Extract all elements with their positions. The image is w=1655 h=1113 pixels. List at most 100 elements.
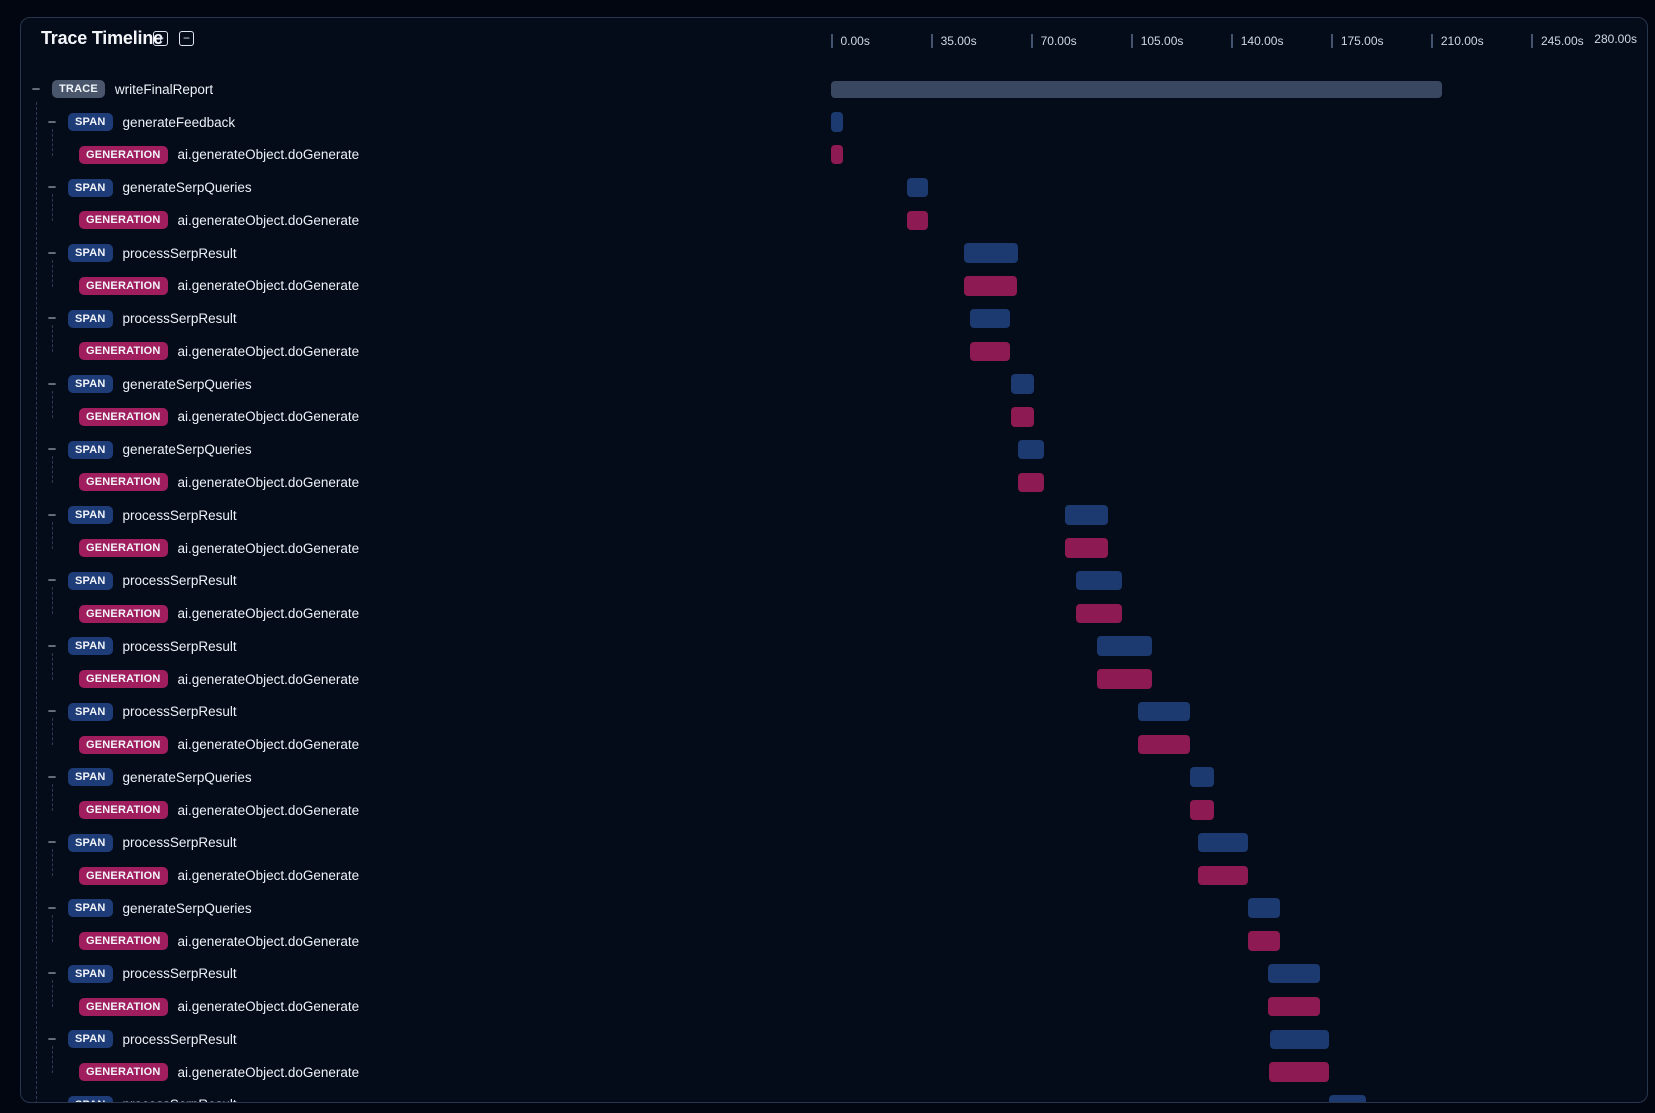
generation-row[interactable]: GENERATION ai.generateObject.doGenerate (21, 990, 1647, 1023)
collapse-toggle[interactable]: − (47, 441, 57, 459)
span-bar[interactable] (964, 243, 1019, 263)
collapse-toggle[interactable]: − (47, 899, 57, 917)
collapse-toggle[interactable]: − (45, 1097, 59, 1102)
span-bar[interactable] (1268, 963, 1320, 984)
collapse-toggle[interactable]: − (47, 768, 57, 786)
span-badge: SPAN (68, 899, 113, 918)
generation-bar[interactable] (830, 144, 844, 165)
span-bar[interactable] (1064, 505, 1109, 525)
generation-row[interactable]: GENERATION ai.generateObject.doGenerate (21, 925, 1647, 958)
generation-row[interactable]: GENERATION ai.generateObject.doGenerate (21, 1056, 1647, 1089)
row-label: generateSerpQueries (122, 442, 252, 458)
axis-tick: 245.00s (1530, 34, 1584, 48)
collapse-all-button[interactable]: − (179, 31, 194, 46)
collapse-toggle[interactable]: − (47, 506, 57, 524)
generation-bar[interactable] (1190, 800, 1214, 820)
collapse-toggle[interactable]: − (47, 244, 57, 262)
span-bar[interactable] (1018, 439, 1045, 460)
trace-bar[interactable] (830, 80, 1443, 99)
span-bar[interactable] (1076, 570, 1123, 591)
span-row[interactable]: −SPAN processSerpResult (21, 630, 1647, 663)
generation-row[interactable]: GENERATION ai.generateObject.doGenerate (21, 466, 1647, 499)
generation-bar[interactable] (907, 210, 928, 230)
minus-square-icon: − (182, 31, 190, 45)
generation-row[interactable]: GENERATION ai.generateObject.doGenerate (21, 728, 1647, 761)
span-bar[interactable] (1198, 832, 1248, 853)
span-bar[interactable] (1096, 636, 1153, 656)
span-row[interactable]: − SPAN generateSerpQueries (21, 892, 1647, 925)
generation-row[interactable]: GENERATION ai.generateObject.doGenerate (21, 269, 1647, 302)
span-row[interactable]: − SPAN generateSerpQueries (21, 433, 1647, 466)
span-row[interactable]: − SPAN generateFeedback (21, 106, 1647, 139)
generation-badge: GENERATION (79, 342, 168, 361)
collapse-toggle[interactable]: − (47, 310, 57, 328)
collapse-toggle[interactable]: − (47, 703, 57, 721)
span-bar[interactable] (907, 177, 928, 198)
span-bar[interactable] (1328, 1095, 1366, 1102)
generation-bar[interactable] (1018, 472, 1045, 493)
generation-bar[interactable] (1064, 538, 1109, 558)
expand-all-button[interactable]: + (153, 31, 168, 46)
collapse-toggle[interactable]: − (31, 80, 41, 98)
generation-bar[interactable] (1268, 996, 1320, 1017)
row-label: ai.generateObject.doGenerate (177, 933, 360, 949)
generation-bar[interactable] (1076, 603, 1123, 624)
span-row[interactable]: − SPAN generateSerpQueries (21, 171, 1647, 204)
collapse-toggle[interactable]: − (47, 113, 57, 131)
row-label: ai.generateObject.doGenerate (177, 474, 360, 490)
generation-row[interactable]: GENERATION ai.generateObject.doGenerate (21, 859, 1647, 892)
generation-row[interactable]: GENERATION ai.generateObject.doGenerate (21, 532, 1647, 565)
generation-bar[interactable] (969, 341, 1010, 362)
span-bar[interactable] (1010, 374, 1035, 394)
span-bar[interactable] (1248, 898, 1280, 918)
generation-row[interactable]: GENERATION ai.generateObject.doGenerate (21, 400, 1647, 433)
span-bar[interactable] (1270, 1029, 1329, 1049)
generation-bar[interactable] (1198, 865, 1248, 886)
span-bar[interactable] (1190, 767, 1214, 787)
generation-badge: GENERATION (79, 670, 168, 689)
generation-row[interactable]: GENERATION ai.generateObject.doGenerate (21, 335, 1647, 368)
collapse-toggle[interactable]: − (47, 965, 57, 983)
collapse-toggle[interactable]: − (47, 375, 57, 393)
generation-row[interactable]: GENERATION ai.generateObject.doGenerate (21, 597, 1647, 630)
generation-badge: GENERATION (79, 735, 168, 754)
generation-row[interactable]: GENERATION ai.generateObject.doGenerate (21, 204, 1647, 237)
generation-bar[interactable] (964, 276, 1018, 296)
span-row[interactable]: − SPAN generateSerpQueries (21, 368, 1647, 401)
tree-guide-line (52, 128, 53, 156)
generation-row[interactable]: GENERATION ai.generateObject.doGenerate (21, 663, 1647, 696)
generation-badge: GENERATION (79, 604, 168, 623)
generation-bar[interactable] (1248, 931, 1280, 951)
row-label: processSerpResult (122, 638, 237, 654)
generation-row[interactable]: GENERATION ai.generateObject.doGenerate (21, 794, 1647, 827)
collapse-toggle[interactable]: − (47, 179, 57, 197)
span-badge: SPAN (68, 637, 113, 656)
collapse-toggle[interactable]: − (47, 1030, 57, 1048)
trace-row[interactable]: − TRACE writeFinalReport (21, 73, 1647, 106)
span-bar[interactable] (830, 112, 844, 132)
row-label: processSerpResult (122, 573, 237, 589)
generation-row[interactable]: GENERATION ai.generateObject.doGenerate (21, 138, 1647, 171)
axis-tick: 35.00s (930, 34, 977, 48)
generation-bar[interactable] (1010, 407, 1035, 427)
collapse-toggle[interactable]: − (47, 572, 57, 590)
generation-bar[interactable] (1269, 1062, 1329, 1082)
collapse-toggle[interactable]: − (47, 637, 57, 655)
row-label: generateSerpQueries (122, 376, 252, 392)
span-bar[interactable] (969, 308, 1011, 329)
span-bar[interactable] (1138, 701, 1191, 722)
row-label: ai.generateObject.doGenerate (177, 606, 360, 622)
collapse-toggle[interactable]: − (47, 834, 57, 852)
span-row[interactable]: − SPAN generateSerpQueries (21, 761, 1647, 794)
generation-bar[interactable] (1096, 669, 1153, 689)
generation-bar[interactable] (1138, 734, 1191, 755)
